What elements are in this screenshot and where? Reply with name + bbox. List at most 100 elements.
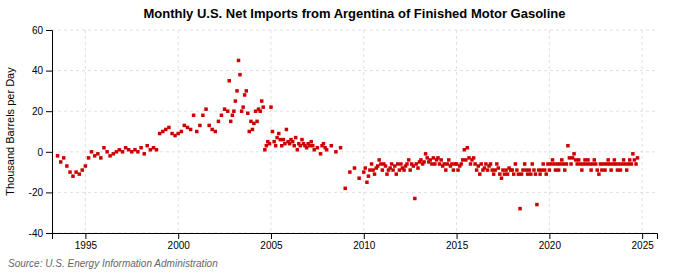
point — [622, 158, 626, 162]
point — [343, 187, 347, 191]
tick-mark — [46, 192, 52, 193]
point — [580, 168, 584, 172]
point — [78, 172, 82, 176]
point — [370, 162, 374, 166]
point — [548, 168, 552, 172]
point — [362, 170, 366, 174]
point — [419, 158, 423, 162]
point — [231, 114, 235, 118]
point — [90, 150, 94, 154]
point — [130, 150, 134, 154]
point — [183, 124, 187, 128]
point — [180, 130, 184, 134]
point — [526, 172, 530, 176]
point — [600, 168, 604, 172]
tick-mark — [46, 233, 52, 234]
point — [461, 158, 465, 162]
point — [551, 158, 555, 162]
point — [402, 168, 406, 172]
point — [167, 126, 171, 130]
point — [139, 146, 143, 150]
point — [226, 109, 230, 113]
point — [633, 158, 637, 162]
point — [466, 146, 470, 150]
point — [214, 130, 218, 134]
point — [322, 142, 326, 146]
point — [433, 162, 437, 166]
point — [523, 162, 527, 166]
grid-line-x — [363, 30, 364, 233]
point — [353, 166, 357, 170]
tick-mark — [457, 233, 458, 239]
point — [280, 144, 284, 148]
point — [532, 168, 536, 172]
point — [255, 120, 259, 124]
point — [634, 162, 638, 166]
point — [390, 162, 394, 166]
chart: 1995200020052010201520202025-40-20020406… — [0, 0, 675, 275]
point — [436, 156, 440, 160]
point — [283, 142, 287, 146]
grid-line-x — [85, 30, 86, 233]
axis-line — [46, 31, 53, 234]
point — [240, 109, 244, 113]
point — [396, 162, 400, 166]
point — [252, 122, 256, 126]
point — [500, 176, 504, 180]
point — [325, 148, 329, 152]
point — [84, 164, 88, 168]
point — [246, 111, 250, 115]
point — [631, 152, 635, 156]
tick: 2015 — [446, 233, 469, 251]
tick-mark — [364, 233, 365, 239]
point — [603, 168, 607, 172]
point — [291, 140, 295, 144]
point — [127, 148, 131, 152]
point — [447, 158, 451, 162]
point — [294, 136, 298, 140]
point — [514, 162, 518, 166]
point — [237, 59, 241, 63]
point — [238, 73, 242, 77]
point — [310, 140, 314, 144]
point — [155, 148, 159, 152]
point — [572, 152, 576, 156]
point — [271, 130, 275, 134]
point — [111, 152, 115, 156]
grid-line-x — [642, 30, 643, 233]
point — [241, 105, 245, 109]
point — [558, 162, 562, 166]
point — [589, 168, 593, 172]
point — [300, 138, 304, 142]
point — [493, 168, 497, 172]
point — [258, 109, 262, 113]
point — [444, 168, 448, 172]
point — [145, 144, 149, 148]
tick-label: 20 — [32, 106, 44, 117]
point — [486, 168, 490, 172]
point — [432, 156, 436, 160]
point — [582, 162, 586, 166]
point — [484, 162, 488, 166]
point — [446, 162, 450, 166]
point — [395, 172, 399, 176]
tick: 2025 — [632, 233, 655, 251]
point — [625, 168, 629, 172]
tick-label: 0 — [37, 147, 43, 158]
point — [261, 105, 265, 109]
tick-label: 2010 — [353, 240, 376, 251]
tick: 1995 — [75, 233, 98, 251]
point — [605, 162, 609, 166]
point — [311, 144, 315, 148]
point — [223, 107, 227, 111]
point — [102, 146, 106, 150]
point — [399, 162, 403, 166]
point — [319, 152, 323, 156]
point — [381, 168, 385, 172]
point — [549, 162, 553, 166]
point — [68, 170, 72, 174]
x-axis: 1995200020052010201520202025 — [53, 233, 658, 251]
tick-mark — [46, 111, 52, 112]
point — [415, 162, 419, 166]
tick-label: 2025 — [632, 240, 655, 251]
